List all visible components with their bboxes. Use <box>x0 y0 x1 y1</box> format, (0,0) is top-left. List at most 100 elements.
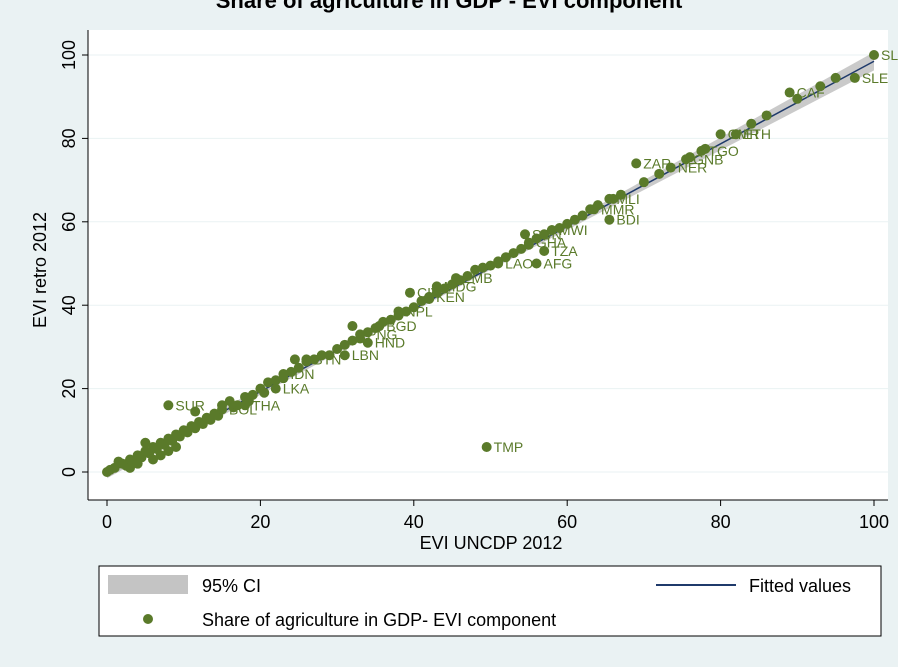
scatter-point <box>531 258 542 269</box>
scatter-point <box>259 387 270 398</box>
x-tick-label: 0 <box>102 512 112 532</box>
scatter-point <box>301 354 312 365</box>
point-label: SLE <box>881 47 898 63</box>
scatter-point <box>163 400 174 411</box>
scatter-point <box>516 243 527 254</box>
scatter-point <box>849 72 860 83</box>
scatter-point <box>761 110 772 121</box>
scatter-point <box>347 335 358 346</box>
x-axis-label: EVI UNCDP 2012 <box>420 533 563 553</box>
point-label: LBN <box>352 347 379 363</box>
scatter-point <box>332 343 343 354</box>
scatter-point <box>393 306 404 317</box>
scatter-point <box>339 339 350 350</box>
scatter-point <box>324 350 335 361</box>
point-label: BOL <box>229 401 257 417</box>
scatter-point <box>569 214 580 225</box>
scatter-point <box>631 158 642 169</box>
scatter-point <box>408 302 419 313</box>
x-tick-label: 100 <box>859 512 889 532</box>
gridlines <box>88 54 888 473</box>
legend-points-swatch <box>143 614 153 624</box>
point-label: NPL <box>405 303 432 319</box>
x-tick-label: 60 <box>557 512 577 532</box>
scatter-point <box>485 260 496 271</box>
scatter-point <box>654 168 665 179</box>
scatter-point <box>217 404 228 415</box>
x-tick-label: 20 <box>250 512 270 532</box>
point-label: ETH <box>743 126 771 142</box>
scatter-point <box>546 225 557 236</box>
scatter-point <box>523 237 534 248</box>
scatter-point <box>589 204 600 215</box>
scatter-point <box>520 229 531 240</box>
scatter-point <box>309 354 320 365</box>
scatter-point <box>539 245 550 256</box>
scatter-point <box>362 337 373 348</box>
scatter-point <box>232 400 243 411</box>
point-label: GNB <box>693 151 723 167</box>
point-label: KEN <box>436 289 465 305</box>
scatter-point <box>784 87 795 98</box>
y-axis-label: EVI retro 2012 <box>30 212 50 328</box>
scatter-point <box>539 229 550 240</box>
scatter-point <box>462 271 473 282</box>
point-label: BDI <box>616 212 639 228</box>
point-label: SUR <box>175 397 205 413</box>
y-tick-label: 40 <box>59 295 79 315</box>
scatter-point <box>347 321 358 332</box>
x-tick-label: 40 <box>404 512 424 532</box>
scatter-point <box>696 145 707 156</box>
scatter-point <box>869 50 879 60</box>
scatter-point <box>190 406 201 417</box>
scatter-point <box>531 233 542 244</box>
scatter-point <box>125 462 136 473</box>
point-label: LKA <box>283 381 310 397</box>
point-label: BTN <box>313 351 341 367</box>
point-label: BGD <box>386 318 416 334</box>
point-label: TMP <box>494 439 524 455</box>
point-label: CIV <box>417 285 441 301</box>
scatter-point <box>439 283 450 294</box>
point-label: SLE <box>862 70 888 86</box>
point-label: CMR <box>728 126 760 142</box>
point-label: IDN <box>290 366 314 382</box>
scatter-point <box>665 162 676 173</box>
scatter-point <box>140 437 151 448</box>
scatter-point <box>730 129 741 140</box>
point-label: MLI <box>616 191 639 207</box>
point-label: SDN <box>532 226 562 242</box>
scatter-point <box>500 252 511 263</box>
point-label: THA <box>252 397 281 413</box>
point-label: AFG <box>544 256 573 272</box>
point-label: CAF <box>797 85 825 101</box>
scatter-point <box>270 383 281 394</box>
legend-ci-label: 95% CI <box>202 576 261 596</box>
scatter-point <box>385 314 396 325</box>
point-label: PNG <box>367 326 397 342</box>
scatter-point <box>286 366 297 377</box>
point-labels-layer: SLESLECAFCMRETHTGOGNBNERZARMLIMMRBDISDNM… <box>175 47 898 455</box>
scatter-point <box>830 72 841 83</box>
point-label: LAO <box>505 256 533 272</box>
scatter-point <box>493 258 504 269</box>
point-label: ZAR <box>643 155 671 171</box>
scatter-point <box>316 350 327 361</box>
scatter-point <box>362 327 373 338</box>
scatter-point <box>171 441 182 452</box>
y-tick-label: 100 <box>59 40 79 70</box>
y-tick-label: 80 <box>59 128 79 148</box>
scatter-point <box>477 262 488 273</box>
scatter-point <box>278 369 289 380</box>
scatter-point <box>508 248 519 259</box>
scatter-point <box>339 350 350 361</box>
scatter-point <box>289 354 300 365</box>
scatter-point <box>247 389 258 400</box>
scatter-point <box>293 362 304 373</box>
scatter-point <box>792 93 803 104</box>
scatter-point <box>681 154 692 165</box>
scatter-point <box>577 210 588 221</box>
scatter-point <box>401 306 412 317</box>
